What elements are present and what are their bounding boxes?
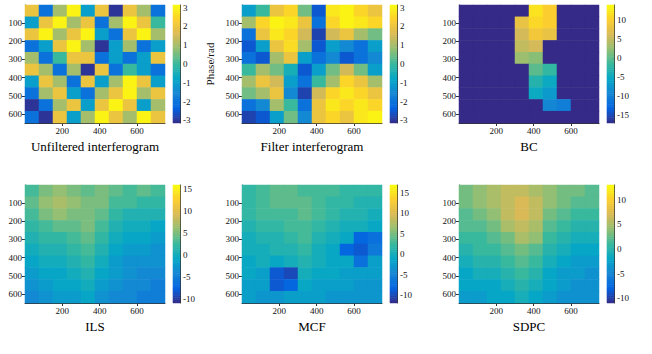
svg-text:500: 500: [9, 271, 23, 281]
svg-text:400: 400: [443, 73, 457, 83]
svg-text:200: 200: [273, 306, 287, 316]
svg-text:400: 400: [9, 253, 23, 263]
svg-text:3: 3: [400, 3, 405, 13]
svg-text:600: 600: [130, 126, 144, 136]
svg-text:600: 600: [9, 109, 23, 119]
svg-text:1: 1: [400, 40, 405, 50]
svg-text:2: 2: [183, 21, 188, 31]
svg-text:-5: -5: [400, 270, 408, 280]
svg-text:300: 300: [443, 234, 457, 244]
svg-text:600: 600: [130, 306, 144, 316]
svg-text:Unfiltered interferogram: Unfiltered interferogram: [31, 139, 159, 154]
svg-text:400: 400: [310, 126, 324, 136]
svg-text:0: 0: [617, 244, 622, 254]
svg-text:Filter interferogram: Filter interferogram: [261, 139, 364, 154]
svg-text:400: 400: [226, 73, 240, 83]
svg-text:200: 200: [490, 306, 504, 316]
svg-text:200: 200: [9, 36, 23, 46]
svg-text:200: 200: [226, 36, 240, 46]
svg-text:MCF: MCF: [298, 319, 325, 334]
svg-text:200: 200: [443, 36, 457, 46]
svg-text:400: 400: [527, 306, 541, 316]
svg-text:100: 100: [9, 198, 23, 208]
svg-text:400: 400: [527, 126, 541, 136]
svg-text:-10: -10: [183, 294, 195, 304]
svg-text:400: 400: [443, 253, 457, 263]
svg-text:600: 600: [347, 306, 361, 316]
svg-text:600: 600: [347, 126, 361, 136]
svg-text:ILS: ILS: [85, 319, 105, 334]
svg-text:15: 15: [183, 184, 193, 194]
svg-text:400: 400: [226, 253, 240, 263]
svg-text:5: 5: [400, 229, 405, 239]
svg-text:200: 200: [273, 126, 287, 136]
svg-text:-1: -1: [400, 78, 408, 88]
svg-text:-3: -3: [400, 115, 408, 125]
svg-text:100: 100: [226, 198, 240, 208]
svg-text:1: 1: [183, 40, 188, 50]
svg-text:600: 600: [564, 306, 578, 316]
svg-text:200: 200: [490, 126, 504, 136]
svg-text:10: 10: [617, 195, 627, 205]
svg-text:-10: -10: [617, 293, 629, 303]
svg-text:200: 200: [56, 126, 70, 136]
svg-text:400: 400: [310, 306, 324, 316]
svg-text:300: 300: [9, 234, 23, 244]
svg-text:200: 200: [443, 216, 457, 226]
svg-text:500: 500: [443, 91, 457, 101]
svg-text:600: 600: [226, 289, 240, 299]
svg-text:2: 2: [400, 21, 405, 31]
svg-text:-3: -3: [183, 115, 191, 125]
svg-text:-5: -5: [183, 272, 191, 282]
svg-text:200: 200: [226, 216, 240, 226]
svg-text:-5: -5: [617, 72, 625, 82]
svg-text:-2: -2: [183, 97, 191, 107]
svg-text:10: 10: [400, 208, 410, 218]
svg-text:500: 500: [226, 271, 240, 281]
svg-text:0: 0: [400, 59, 405, 69]
svg-text:400: 400: [93, 126, 107, 136]
svg-text:600: 600: [226, 109, 240, 119]
svg-text:-15: -15: [617, 110, 629, 120]
svg-text:10: 10: [617, 15, 627, 25]
svg-text:500: 500: [9, 91, 23, 101]
svg-text:0: 0: [183, 59, 188, 69]
svg-text:100: 100: [9, 18, 23, 28]
svg-text:5: 5: [617, 219, 622, 229]
svg-text:600: 600: [9, 289, 23, 299]
svg-text:300: 300: [9, 54, 23, 64]
svg-text:-10: -10: [400, 290, 412, 300]
svg-text:-10: -10: [617, 91, 629, 101]
svg-text:600: 600: [443, 109, 457, 119]
svg-text:0: 0: [400, 249, 405, 259]
svg-text:BC: BC: [520, 139, 537, 154]
svg-text:3: 3: [183, 3, 188, 13]
svg-text:300: 300: [443, 54, 457, 64]
svg-text:100: 100: [226, 18, 240, 28]
svg-text:Phase/rad: Phase/rad: [204, 42, 216, 85]
svg-text:SDPC: SDPC: [513, 319, 546, 334]
svg-text:100: 100: [443, 18, 457, 28]
svg-text:0: 0: [617, 53, 622, 63]
svg-text:500: 500: [226, 91, 240, 101]
svg-text:600: 600: [443, 289, 457, 299]
svg-text:5: 5: [183, 228, 188, 238]
svg-text:10: 10: [183, 206, 193, 216]
svg-text:-5: -5: [617, 269, 625, 279]
svg-text:-2: -2: [400, 97, 408, 107]
svg-text:400: 400: [9, 73, 23, 83]
svg-text:200: 200: [9, 216, 23, 226]
svg-text:5: 5: [617, 34, 622, 44]
svg-text:15: 15: [400, 188, 410, 198]
svg-text:400: 400: [93, 306, 107, 316]
svg-text:600: 600: [564, 126, 578, 136]
svg-text:0: 0: [183, 250, 188, 260]
svg-text:200: 200: [56, 306, 70, 316]
svg-text:300: 300: [226, 54, 240, 64]
svg-text:500: 500: [443, 271, 457, 281]
svg-text:100: 100: [443, 198, 457, 208]
svg-text:300: 300: [226, 234, 240, 244]
svg-text:-1: -1: [183, 78, 191, 88]
